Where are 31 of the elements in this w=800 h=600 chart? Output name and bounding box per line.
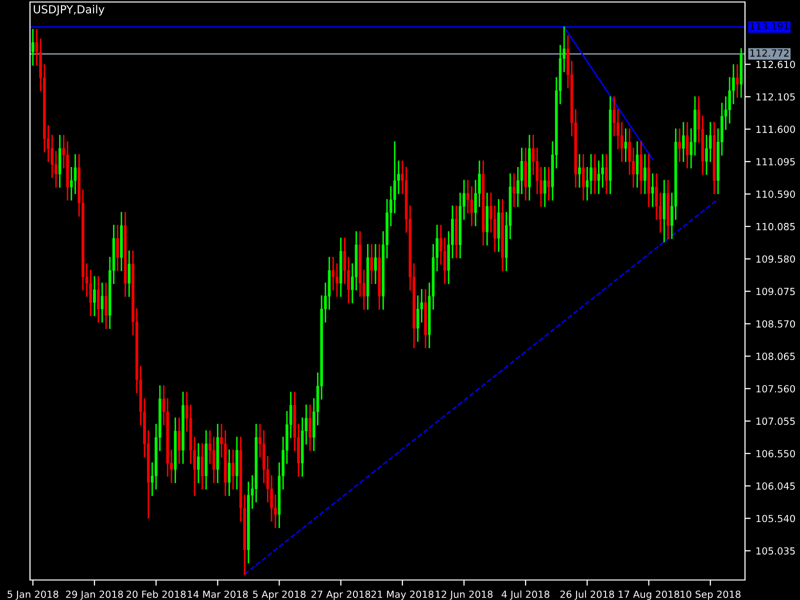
y-tick-label: 106.550 [756, 450, 795, 458]
x-tick-label: 10 Sep 2018 [680, 590, 740, 600]
chart-title: USDJPY,Daily [34, 4, 104, 16]
y-tick-label: 107.560 [756, 385, 795, 392]
y-tick-label: 107.055 [756, 418, 795, 425]
y-tick-label: 111.600 [756, 126, 795, 133]
y-tick-label: 108.065 [756, 352, 795, 360]
y-tick-label: 109.075 [756, 288, 795, 296]
y-tick-label: 111.095 [756, 158, 795, 166]
y-tick-label: 112.105 [756, 93, 795, 101]
x-tick-label: 21 May 2018 [371, 590, 434, 600]
y-tick-label: 109.580 [756, 255, 795, 263]
x-tick-label: 20 Feb 2018 [126, 590, 186, 598]
x-tick-label: 17 Aug 2018 [618, 590, 680, 600]
ref-line-label: 113.191 [750, 22, 789, 30]
y-tick-label: 105.035 [756, 547, 795, 555]
ref-line-label: 112.772 [750, 49, 789, 57]
y-tick-label: 108.570 [756, 320, 795, 328]
y-tick-label: 110.085 [756, 222, 795, 230]
x-tick-label: 5 Apr 2018 [253, 590, 306, 600]
x-tick-label: 26 Jul 2018 [560, 590, 614, 600]
y-tick-label: 105.540 [756, 514, 795, 522]
y-tick-label: 112.610 [756, 60, 795, 68]
x-tick-label: 5 Jan 2018 [8, 590, 58, 600]
x-tick-label: 4 Jul 2018 [502, 590, 550, 600]
x-tick-label: 29 Jan 2018 [66, 590, 123, 600]
x-tick-label: 27 Apr 2018 [311, 590, 370, 600]
y-tick-label: 106.045 [756, 482, 795, 490]
x-tick-label: 14 Mar 2018 [188, 590, 248, 598]
y-tick-label: 110.590 [756, 190, 795, 198]
x-tick-label: 12 Jun 2018 [436, 590, 493, 600]
